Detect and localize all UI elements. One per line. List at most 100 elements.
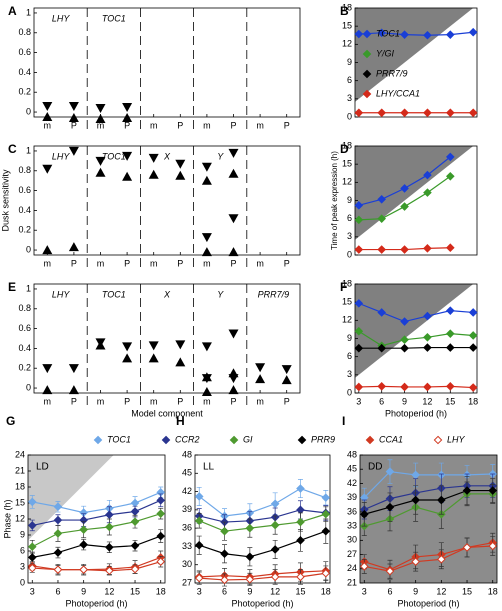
diamond-marker: [354, 382, 364, 392]
diamond-marker: [423, 170, 432, 180]
diamond-marker: [400, 108, 409, 118]
shaded-region: [355, 8, 474, 102]
diamond-marker: [105, 542, 114, 552]
diamond-marker: [468, 383, 478, 392]
y-tick-label: 18: [342, 2, 352, 12]
diamond-marker: [156, 531, 166, 541]
panel-label: D: [340, 142, 349, 156]
diamond-marker: [53, 548, 63, 557]
x-axis-label: Photoperiod (h): [65, 598, 127, 608]
y-tick-label: 0: [26, 382, 31, 392]
triangle-marker: [42, 364, 53, 374]
y-tick-label: 24: [15, 449, 25, 459]
diamond-marker: [423, 343, 432, 352]
y-tick-label: 12: [342, 39, 352, 49]
diamond-marker: [446, 343, 455, 352]
x-tick-label: 9: [81, 586, 86, 596]
legend-marker: [362, 29, 372, 39]
y-tick-label: 0.4: [18, 205, 31, 215]
triangle-marker: [42, 112, 53, 122]
diamond-marker: [156, 509, 166, 518]
triangle-marker: [228, 385, 239, 395]
y-tick-label: 0: [26, 106, 31, 116]
y-tick-label: 48: [347, 449, 357, 459]
x-tick-label: 3: [30, 586, 35, 596]
series-line: [32, 491, 161, 514]
diamond-marker: [400, 202, 409, 211]
panel-label: I: [342, 414, 345, 428]
y-tick-label: 0.8: [18, 27, 31, 37]
x-tick-label: 15: [462, 586, 472, 596]
diamond-marker: [296, 505, 305, 515]
y-tick-label: 27: [182, 577, 192, 587]
panel-label: E: [8, 280, 16, 294]
triangle-marker: [42, 164, 53, 174]
group-label: X: [163, 289, 171, 299]
y-tick-label: 1: [26, 283, 31, 293]
legend-label: LHY/CCA1: [376, 88, 420, 98]
series-line: [199, 570, 326, 578]
diamond-marker: [354, 201, 364, 210]
diamond-marker: [354, 343, 364, 353]
y-tick-label: 27: [347, 549, 357, 559]
y-tick-label: 18: [342, 140, 352, 150]
y-tick-label: 9: [20, 529, 25, 539]
diamond-marker: [468, 308, 478, 317]
y-tick-label: 3: [347, 231, 352, 241]
y-tick-label: 9: [347, 333, 352, 343]
diamond-marker: [446, 108, 455, 118]
y-tick-label: 24: [347, 563, 357, 573]
x-tick-label: P: [71, 396, 77, 406]
diamond-marker: [220, 549, 229, 559]
diamond-marker: [53, 515, 63, 525]
legend-label: Y/GI: [376, 48, 395, 58]
diamond-marker: [130, 517, 140, 526]
diamond-marker: [296, 517, 305, 527]
x-tick-label: m: [256, 120, 264, 130]
y-tick-label: 15: [342, 159, 352, 169]
legend-marker: [229, 435, 239, 445]
triangle-marker: [68, 102, 79, 112]
diamond-marker: [79, 525, 88, 534]
diamond-marker: [79, 565, 88, 574]
x-tick-label: m: [97, 396, 105, 406]
diamond-marker: [423, 30, 432, 40]
diamond-marker: [245, 575, 255, 584]
y-tick-label: 42: [182, 486, 192, 496]
y-tick-label: 0.2: [18, 225, 31, 235]
triangle-marker: [148, 153, 159, 163]
triangle-marker: [201, 372, 212, 382]
diamond-marker: [79, 540, 88, 549]
x-tick-label: m: [44, 396, 52, 406]
diamond-marker: [400, 343, 409, 353]
diamond-marker: [27, 563, 37, 573]
diamond-marker: [446, 152, 455, 162]
y-tick-label: 0: [26, 244, 31, 254]
y-tick-label: 9: [347, 195, 352, 205]
triangle-marker: [42, 385, 53, 395]
triangle-marker: [228, 214, 239, 224]
diamond-marker: [321, 526, 331, 536]
series-line: [199, 572, 326, 581]
y-tick-label: 36: [182, 523, 192, 533]
x-tick-label: P: [71, 120, 77, 130]
diamond-marker: [321, 509, 331, 519]
x-tick-label: 18: [488, 586, 498, 596]
y-tick-label: 0.4: [18, 343, 31, 353]
y-tick-label: 0.8: [18, 303, 31, 313]
diamond-marker: [27, 521, 37, 530]
y-tick-label: 18: [342, 278, 352, 288]
diamond-marker: [105, 522, 114, 532]
group-label: TOC1: [102, 289, 126, 299]
legend-marker: [297, 435, 307, 445]
x-tick-label: m: [256, 396, 264, 406]
diamond-marker: [354, 215, 364, 225]
y-tick-label: 3: [347, 369, 352, 379]
plot-area: [355, 284, 474, 378]
y-tick-label: 42: [347, 478, 357, 488]
diamond-marker: [220, 575, 229, 585]
triangle-marker: [228, 247, 239, 257]
x-tick-label: 6: [55, 586, 60, 596]
x-tick-label: 12: [104, 586, 114, 596]
diamond-marker: [468, 27, 478, 37]
